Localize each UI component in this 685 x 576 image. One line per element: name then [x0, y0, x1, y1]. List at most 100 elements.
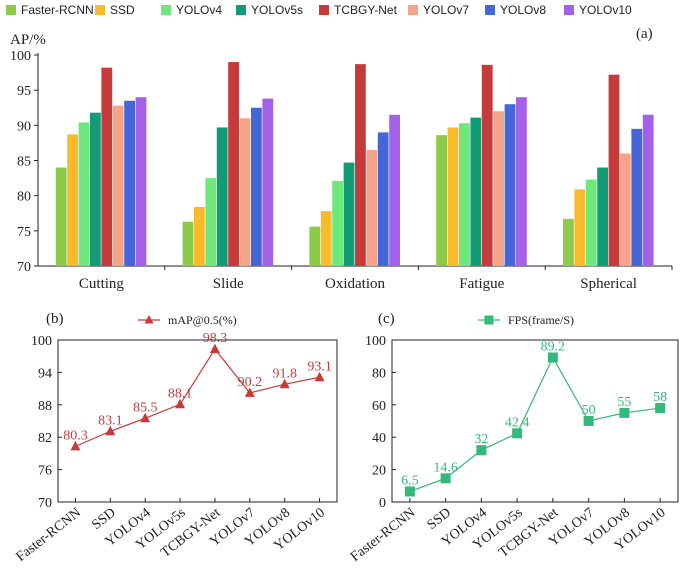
chart-b-panel-label: (b) [46, 311, 64, 327]
chart-c-x-tick-label: Faster-RCNN [348, 505, 418, 565]
chart-c-y-tick-label: 0 [379, 496, 386, 511]
chart-a-x-tick-label: Slide [213, 276, 244, 292]
chart-c-legend: FPS(frame/S) [478, 313, 574, 327]
chart-b-point [279, 378, 290, 389]
chart-c-point [655, 403, 666, 414]
chart-c-legend-marker [484, 315, 494, 325]
chart-b-point [105, 425, 116, 436]
chart-b-data-label: 80.3 [63, 428, 88, 443]
chart-b-point [209, 343, 220, 354]
chart-a-bar [481, 64, 493, 266]
chart-b-y-tick-label: 76 [38, 464, 52, 479]
chart-c-y-tick-label: 40 [372, 431, 386, 446]
chart-c-point [512, 428, 523, 439]
legend-label: YOLOv4 [176, 3, 222, 17]
chart-a-bar [389, 114, 400, 267]
legend-label: YOLOv8 [500, 3, 546, 17]
chart-a-bar [67, 134, 78, 266]
chart-c-data-label: 50 [582, 403, 596, 418]
chart-a-bar [563, 218, 574, 266]
chart-a-bar [55, 167, 67, 266]
chart-a-bar [470, 117, 482, 266]
legend-swatch [236, 5, 246, 15]
chart-a-bar [516, 97, 527, 266]
chart-b-point [244, 387, 255, 397]
chart-a-bar [228, 62, 239, 267]
chart-b-y-tick-label: 70 [38, 496, 52, 511]
chart-b-data-label: 91.8 [272, 366, 297, 381]
chart-a-bar [355, 64, 366, 266]
chart-a-y-tick-label: 75 [17, 225, 31, 240]
chart-c-point [440, 473, 451, 484]
chart-b-data-label: 90.2 [238, 375, 263, 390]
legend-swatch [408, 5, 418, 15]
legend-swatch [6, 5, 16, 15]
chart-c-y-tick-label: 20 [372, 464, 386, 479]
chart-c-data-label: 6.5 [401, 473, 419, 488]
chart-b-point [140, 412, 151, 423]
legend-label: YOLOv5s [251, 3, 303, 17]
chart-c-point [476, 445, 487, 456]
chart-a-y-tick-label: 85 [17, 155, 31, 170]
chart-c-y-tick-label: 100 [365, 334, 386, 349]
chart-a-bar [447, 127, 459, 267]
chart-a-x-tick-label: Oxidation [325, 276, 385, 292]
chart-a-bar [436, 135, 447, 266]
legend-swatch [161, 5, 171, 15]
chart-a-bar [377, 132, 389, 266]
chart-a-bar [205, 178, 217, 266]
chart-c-data-label: 58 [653, 390, 667, 405]
chart-c-data-label: 55 [617, 395, 631, 410]
chart-a-bar [504, 104, 516, 266]
chart-b-y-tick-label: 100 [31, 334, 52, 349]
legend-label: YOLOv7 [423, 3, 469, 17]
chart-b-point [314, 371, 325, 382]
chart-b-legend-marker [144, 315, 154, 324]
chart-b-data-label: 93.1 [307, 359, 332, 374]
chart-a-bar [585, 179, 597, 266]
legend-swatch [95, 5, 105, 15]
chart-b-data-label: 85.5 [133, 400, 158, 415]
chart-a-axes: 70 75 80 85 90 95 100 Cutting Slide Oxidation Fati… [10, 49, 673, 292]
chart-a-bar [631, 128, 643, 266]
chart-a-bar [90, 112, 101, 266]
chart-a-bar [493, 111, 504, 267]
legend-label: Faster-RCNN [21, 3, 94, 17]
chart-a-bar [343, 162, 355, 266]
chart-a-bar [135, 97, 147, 266]
chart-a-bar [309, 226, 321, 266]
chart-b-frame [57, 339, 338, 503]
legend-swatch [564, 5, 574, 15]
legend-label: SSD [110, 3, 135, 17]
chart-c-plot: 6.5 14.6 32 42.4 89.2 50 55 58 [401, 339, 667, 497]
chart-c: (c) FPS(frame/S) 0 20 40 60 80 100 Faster-RCNN… [348, 311, 679, 565]
chart-a-ylabel: AP/% [10, 32, 46, 48]
chart-a-bar [182, 221, 194, 266]
chart-a-bar [320, 211, 332, 266]
chart-a-bar [216, 127, 228, 267]
chart-c-data-label: 42.4 [505, 415, 530, 430]
chart-a-legend: Faster-RCNN SSD YOLOv4 YOLOv5s TCBGY-Net YOLO… [6, 3, 632, 17]
chart-a-bar [366, 149, 378, 266]
chart-c-point [404, 486, 415, 497]
chart-a-bar [597, 167, 608, 266]
chart-a-x-tick-label: Cutting [79, 276, 125, 292]
chart-b-point [175, 398, 186, 409]
chart-b-data-label: 83.1 [98, 413, 123, 428]
chart-b-y-tick-label: 94 [38, 366, 52, 381]
chart-c-point [619, 407, 630, 418]
chart-a-y-tick-label: 95 [17, 84, 31, 99]
chart-a-bar [459, 123, 470, 267]
chart-b-y-tick-label: 88 [38, 399, 52, 414]
chart-a-bar [262, 98, 274, 267]
chart-b-x-tick-label: Faster-RCNN [14, 505, 84, 565]
chart-c-series-line [409, 356, 661, 493]
chart-a: Faster-RCNN SSD YOLOv4 YOLOv5s TCBGY-Net YOLO… [6, 3, 673, 292]
chart-a-bar [101, 67, 113, 266]
chart-a-x-tick-label: Fatigue [459, 276, 504, 292]
legend-swatch [485, 5, 495, 15]
chart-a-bar [608, 74, 620, 267]
chart-c-legend-label: FPS(frame/S) [508, 313, 574, 327]
